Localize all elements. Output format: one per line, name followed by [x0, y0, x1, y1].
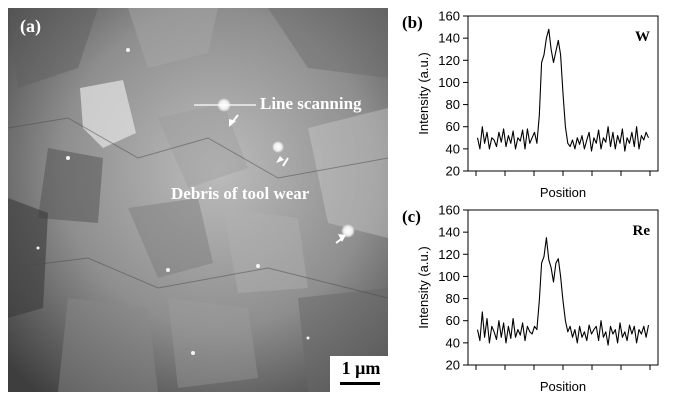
scale-bar-line	[340, 382, 380, 385]
plot-frame	[467, 209, 659, 366]
scale-bar: 1 μm	[330, 356, 388, 392]
line-scan-chart-re: 20 40 60 80 100 120 140 160 (c) Re Position Intensi…	[398, 200, 694, 394]
y-tick-label: 20	[446, 358, 460, 373]
line-scan-chart-w: 20 40 60 80 100 120 140 160 (b) W Position Intensit…	[398, 6, 694, 200]
y-axis-label: Intensity (a.u.)	[416, 52, 431, 134]
y-tick-label: 60	[446, 119, 460, 134]
y-tick-label: 120	[438, 53, 460, 68]
y-tick-label: 80	[446, 97, 460, 112]
intensity-series-line	[476, 237, 650, 346]
element-label: Re	[633, 223, 651, 239]
tem-micrograph: (a) Line scanning Debris of tool wear 1 …	[8, 8, 388, 392]
panel-label: (b)	[402, 13, 423, 32]
micrograph-image	[8, 8, 388, 392]
chart-svg: 20 40 60 80 100 120 140 160 (c) Re Position Intensi…	[402, 203, 659, 394]
y-tick-label: 140	[438, 31, 460, 46]
y-tick-label: 100	[438, 269, 460, 284]
panel-label: (c)	[402, 207, 421, 226]
intensity-series-line	[476, 28, 650, 152]
y-tick-label: 160	[438, 203, 460, 218]
y-tick-label: 80	[446, 291, 460, 306]
y-axis-label: Intensity (a.u.)	[416, 246, 431, 328]
y-tick-label: 100	[438, 75, 460, 90]
chart-svg: 20 40 60 80 100 120 140 160 (b) W Position Intensit…	[402, 9, 659, 200]
y-tick-label: 120	[438, 247, 460, 262]
panel-label-a: (a)	[20, 16, 41, 36]
y-tick-label: 40	[446, 335, 460, 350]
y-tick-label: 40	[446, 141, 460, 156]
y-tick-label: 160	[438, 9, 460, 24]
scale-bar-label: 1 μm	[341, 358, 381, 378]
y-tick-label: 60	[446, 313, 460, 328]
x-axis-label: Position	[540, 185, 586, 200]
x-axis-label: Position	[540, 379, 586, 394]
line-scan-label: Line scanning	[260, 94, 362, 113]
debris-label: Debris of tool wear	[171, 184, 310, 203]
y-tick-label: 20	[446, 164, 460, 179]
y-tick-label: 140	[438, 225, 460, 240]
element-label: W	[635, 29, 650, 45]
